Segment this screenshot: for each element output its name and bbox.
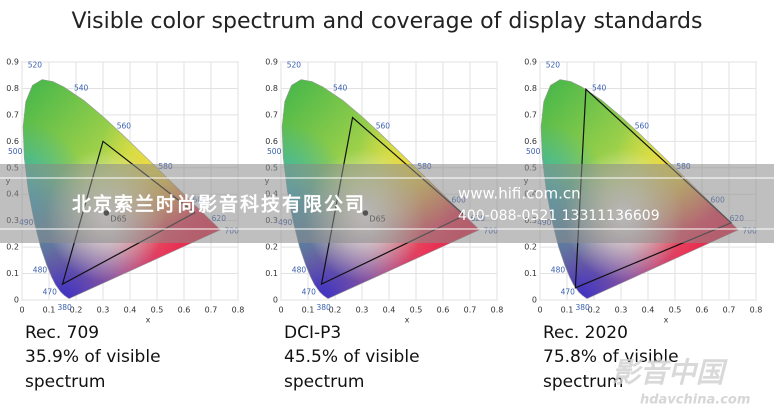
x-tick-label: 0.1 bbox=[561, 306, 574, 315]
y-tick-label: 0.2 bbox=[6, 243, 19, 252]
y-tick-label: 0.8 bbox=[265, 84, 278, 93]
x-tick-label: 0.5 bbox=[410, 306, 423, 315]
watermark-logo-url: hdavchina.com bbox=[640, 393, 750, 408]
y-tick-label: 0.8 bbox=[524, 84, 537, 93]
x-tick-label: 0.3 bbox=[615, 306, 628, 315]
wavelength-label: 480 bbox=[551, 265, 566, 274]
watermark-phone: 400-088-0521 13311136609 bbox=[458, 208, 660, 224]
y-tick-label: 0.9 bbox=[265, 58, 278, 67]
y-tick-label: 0.7 bbox=[6, 110, 19, 119]
y-tick-label: 0.1 bbox=[6, 269, 19, 278]
caption-text: spectrum bbox=[284, 372, 364, 392]
wavelength-label: 520 bbox=[546, 60, 561, 69]
title: Visible color spectrum and coverage of d… bbox=[72, 9, 703, 34]
wavelength-label: 540 bbox=[592, 84, 607, 93]
x-axis-label: x bbox=[146, 316, 151, 325]
x-tick-label: 0.4 bbox=[124, 306, 137, 315]
x-tick-label: 0.1 bbox=[43, 306, 56, 315]
y-tick-label: 0.6 bbox=[6, 137, 19, 146]
caption-name: Rec. 709 bbox=[25, 323, 99, 343]
y-tick-label: 0 bbox=[532, 296, 537, 305]
x-tick-label: 0.4 bbox=[383, 306, 396, 315]
wavelength-label: 520 bbox=[287, 60, 302, 69]
x-tick-label: 0.2 bbox=[329, 306, 342, 315]
wavelength-label: 470 bbox=[561, 287, 576, 296]
watermark-url: www.hifi.com.cn bbox=[458, 185, 581, 203]
x-tick-label: 0.7 bbox=[205, 306, 218, 315]
wavelength-label: 560 bbox=[376, 122, 391, 131]
wavelength-label: 470 bbox=[43, 287, 58, 296]
wavelength-label: 470 bbox=[302, 287, 317, 296]
y-tick-label: 0.9 bbox=[6, 58, 19, 67]
x-tick-label: 0.3 bbox=[97, 306, 110, 315]
watermark-logo: 影音中国 bbox=[612, 356, 728, 389]
caption-text: spectrum bbox=[25, 372, 105, 392]
wavelength-label: 500 bbox=[526, 147, 541, 156]
x-tick-label: 0.2 bbox=[588, 306, 601, 315]
x-tick-label: 0.4 bbox=[642, 306, 655, 315]
x-tick-label: 0 bbox=[19, 306, 24, 315]
x-tick-label: 0.3 bbox=[356, 306, 369, 315]
y-tick-label: 0 bbox=[14, 296, 19, 305]
x-axis-label: x bbox=[405, 316, 410, 325]
caption-text: 45.5% of visible bbox=[284, 347, 420, 367]
wavelength-label: 380 bbox=[57, 303, 72, 312]
x-tick-label: 0.6 bbox=[696, 306, 709, 315]
x-tick-label: 0.7 bbox=[464, 306, 477, 315]
x-tick-label: 0.8 bbox=[491, 306, 504, 315]
x-tick-label: 0.2 bbox=[70, 306, 83, 315]
y-tick-label: 0.1 bbox=[265, 269, 278, 278]
caption-name: Rec. 2020 bbox=[543, 323, 628, 343]
caption-name: DCI-P3 bbox=[284, 323, 341, 343]
x-tick-label: 0 bbox=[537, 306, 542, 315]
y-tick-label: 0.6 bbox=[265, 137, 278, 146]
wavelength-label: 500 bbox=[267, 147, 282, 156]
x-tick-label: 0.5 bbox=[669, 306, 682, 315]
x-tick-label: 0.8 bbox=[232, 306, 245, 315]
y-tick-label: 0.8 bbox=[6, 84, 19, 93]
y-tick-label: 0.1 bbox=[524, 269, 537, 278]
wavelength-label: 540 bbox=[333, 84, 348, 93]
x-tick-label: 0.6 bbox=[437, 306, 450, 315]
wavelength-label: 380 bbox=[575, 303, 590, 312]
y-tick-label: 0 bbox=[273, 296, 278, 305]
wavelength-label: 480 bbox=[292, 265, 307, 274]
x-tick-label: 0.1 bbox=[302, 306, 315, 315]
watermark-band bbox=[0, 164, 774, 243]
wavelength-label: 380 bbox=[316, 303, 331, 312]
wavelength-label: 520 bbox=[28, 60, 43, 69]
caption-text: 75.8% of visible bbox=[543, 347, 679, 367]
wavelength-label: 480 bbox=[33, 265, 48, 274]
caption-text: 35.9% of visible bbox=[25, 347, 161, 367]
x-tick-label: 0 bbox=[278, 306, 283, 315]
x-tick-label: 0.5 bbox=[151, 306, 164, 315]
wavelength-label: 560 bbox=[635, 122, 650, 131]
watermark-company: 北京索兰时尚影音科技有限公司 bbox=[72, 193, 366, 216]
x-tick-label: 0.7 bbox=[723, 306, 736, 315]
y-tick-label: 0.6 bbox=[524, 137, 537, 146]
wavelength-label: 560 bbox=[117, 122, 132, 131]
y-tick-label: 0.2 bbox=[524, 243, 537, 252]
x-axis-label: x bbox=[664, 316, 669, 325]
x-tick-label: 0.8 bbox=[750, 306, 763, 315]
y-tick-label: 0.7 bbox=[265, 110, 278, 119]
wavelength-label: 540 bbox=[74, 84, 89, 93]
y-tick-label: 0.9 bbox=[524, 58, 537, 67]
wavelength-label: 500 bbox=[8, 147, 23, 156]
x-tick-label: 0.6 bbox=[178, 306, 191, 315]
y-tick-label: 0.2 bbox=[265, 243, 278, 252]
caption-text: spectrum bbox=[543, 372, 623, 392]
y-tick-label: 0.7 bbox=[524, 110, 537, 119]
